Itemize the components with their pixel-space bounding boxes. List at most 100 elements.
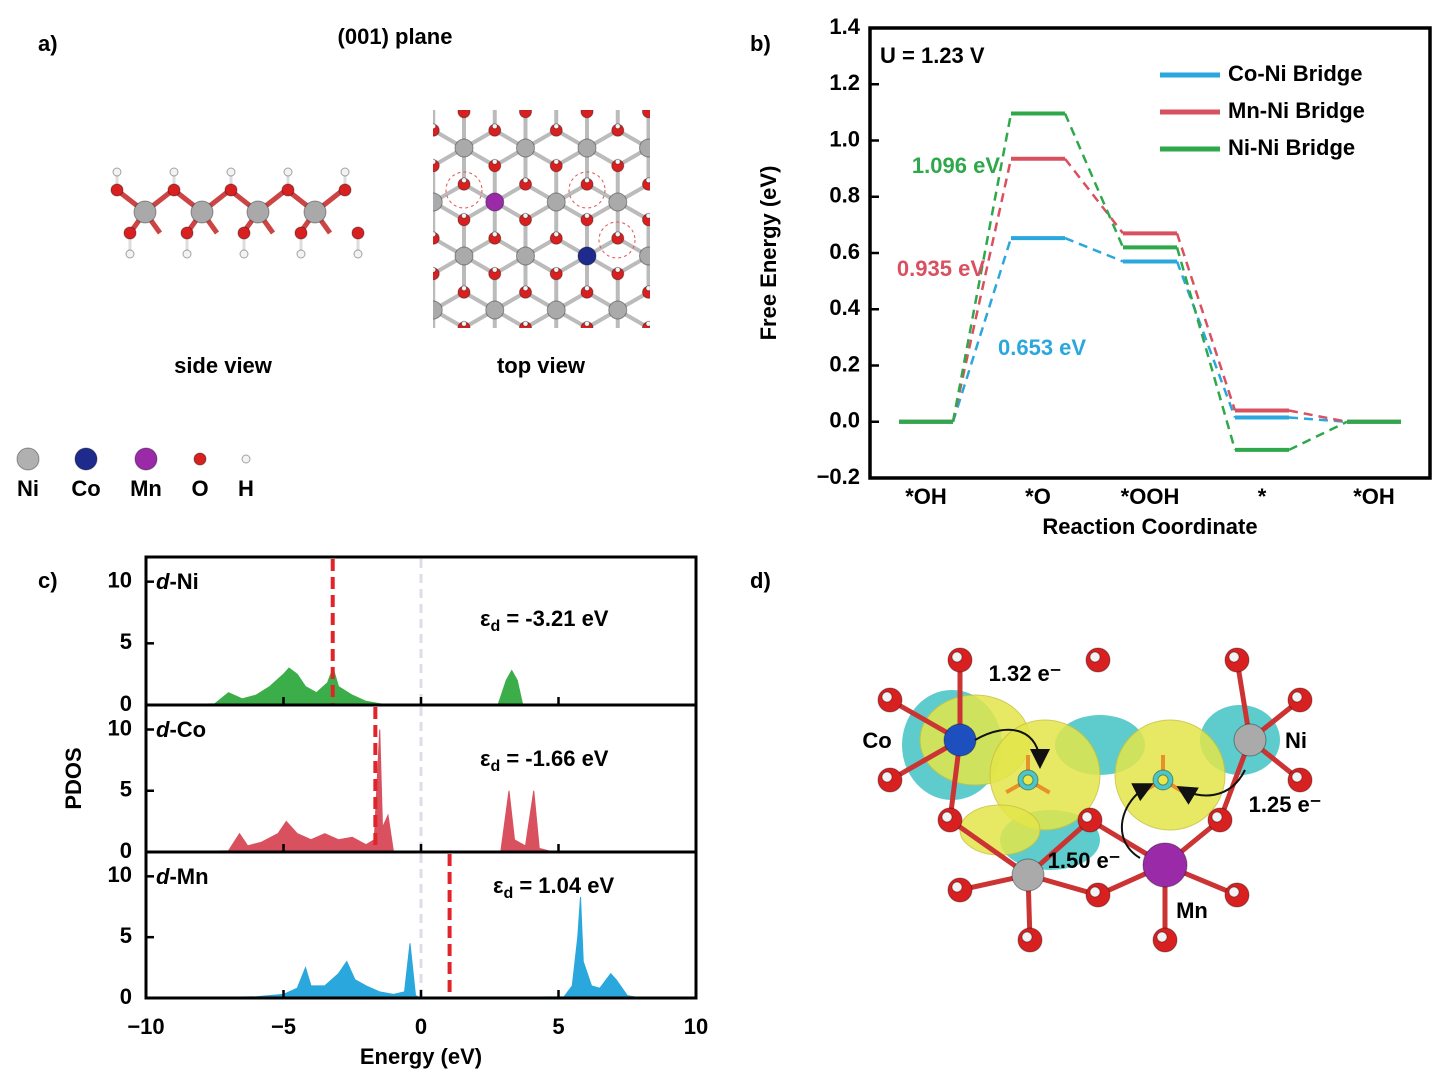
atom [738, 159, 743, 164]
bond [649, 364, 680, 382]
atom [400, 178, 405, 183]
y-tick-label: 0 [120, 691, 132, 716]
atom [332, 139, 350, 157]
atom [701, 139, 719, 157]
atom [462, 70, 467, 75]
atom [765, 430, 777, 442]
atom-legend-label: Co [71, 476, 100, 501]
atom [645, 320, 650, 327]
atom [397, 178, 409, 190]
atom [335, 286, 347, 298]
atom [125, 249, 135, 259]
bond [587, 76, 618, 94]
x-tick-label: *OH [1353, 484, 1395, 509]
bond [647, 290, 650, 296]
bond [618, 400, 649, 418]
atom [239, 249, 249, 259]
atom [553, 123, 560, 130]
x-tick-label: 5 [552, 1014, 564, 1039]
bond [310, 148, 341, 166]
atom [585, 394, 590, 399]
bond [341, 256, 372, 274]
atom [462, 110, 466, 111]
atom [608, 300, 628, 320]
bond [586, 110, 595, 114]
atom [639, 246, 650, 266]
atom [338, 183, 352, 197]
bond [341, 310, 372, 328]
atom [335, 70, 347, 82]
atom [546, 300, 566, 320]
atom [427, 340, 439, 352]
bond [433, 271, 435, 275]
atom [226, 167, 236, 177]
atom [369, 232, 374, 237]
atom [701, 247, 719, 265]
atom [339, 178, 344, 183]
bond [464, 364, 495, 382]
bond [741, 94, 772, 112]
y-tick-label: 0 [120, 838, 132, 863]
bond [372, 310, 403, 328]
atom [1291, 691, 1303, 703]
bond [710, 418, 741, 436]
atom [424, 85, 442, 103]
arrow [1121, 783, 1154, 859]
bond [647, 324, 650, 328]
bond [679, 310, 710, 328]
x-tick-label: −10 [127, 1014, 164, 1039]
charge-density [877, 647, 1313, 953]
bond [433, 364, 464, 382]
atom [645, 212, 650, 219]
charge-label: 1.50 e⁻ [1048, 848, 1121, 873]
accumulation [959, 804, 1041, 856]
atom [74, 447, 98, 471]
bond [710, 148, 741, 166]
atom [1157, 774, 1169, 786]
bond [556, 76, 587, 94]
bond [679, 364, 710, 382]
panel-label: a) [38, 31, 58, 56]
atom [366, 340, 378, 352]
atom [397, 70, 409, 82]
atom [340, 167, 350, 177]
bond [679, 130, 710, 148]
atom [519, 430, 531, 442]
atom [304, 340, 316, 352]
atom [640, 355, 658, 373]
atom [363, 85, 381, 103]
atom [738, 375, 743, 380]
atom [112, 167, 122, 177]
atom [554, 340, 559, 345]
panel-label: c) [38, 568, 58, 593]
bond [433, 76, 464, 94]
atom [670, 85, 688, 103]
atom [641, 110, 650, 119]
atom [246, 200, 270, 224]
subscript: d [490, 758, 500, 775]
atom [366, 160, 378, 172]
atom [303, 200, 327, 224]
bond [310, 256, 341, 274]
bond [679, 202, 710, 220]
bond [403, 418, 434, 436]
atom [460, 212, 467, 219]
x-tick-label: −5 [271, 1014, 296, 1039]
atom [433, 266, 437, 273]
view-label: top view [497, 353, 586, 378]
atom [1089, 651, 1101, 663]
bond [372, 418, 403, 436]
atom [951, 651, 963, 663]
bond [372, 364, 403, 382]
orbital: d [156, 717, 170, 742]
atom [454, 138, 474, 158]
atom [396, 430, 408, 442]
orbital-label: d-Co [156, 717, 206, 742]
bond [710, 130, 741, 148]
bond [587, 346, 618, 364]
atom [614, 158, 621, 165]
atom [642, 430, 654, 442]
bond [679, 148, 710, 166]
atom [580, 110, 594, 119]
